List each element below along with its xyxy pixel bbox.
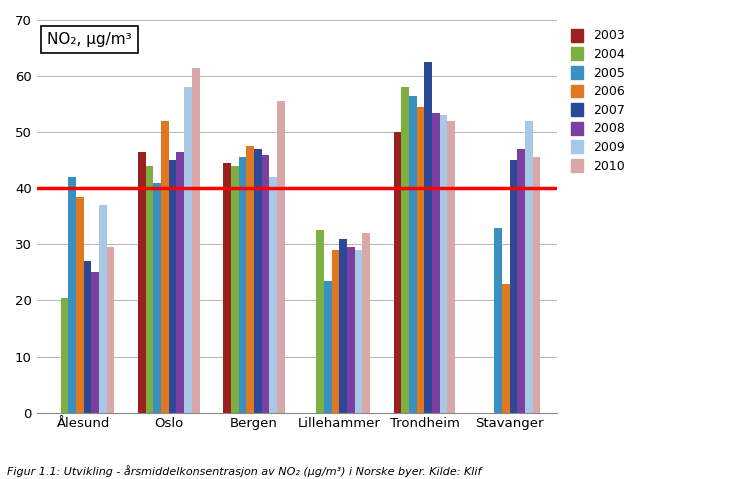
Bar <box>138 152 146 412</box>
Bar <box>106 247 115 412</box>
Bar <box>409 96 417 412</box>
Bar <box>262 155 270 412</box>
Bar <box>99 205 106 412</box>
Bar <box>84 261 92 412</box>
Bar <box>417 107 424 412</box>
Bar <box>316 230 324 412</box>
Bar <box>184 87 192 412</box>
Bar <box>68 177 76 412</box>
Bar <box>92 273 99 412</box>
Bar <box>192 68 200 412</box>
Bar <box>494 228 502 412</box>
Bar <box>239 158 246 412</box>
Bar <box>448 121 455 412</box>
Bar <box>277 102 285 412</box>
Text: Figur 1.1: Utvikling - årsmiddelkonsentrasjon av NO₂ (μg/m³) i Norske byer. Kild: Figur 1.1: Utvikling - årsmiddelkonsentr… <box>7 465 482 477</box>
Bar <box>347 247 355 412</box>
Bar <box>440 115 448 412</box>
Bar <box>254 149 262 412</box>
Bar <box>525 121 533 412</box>
Bar <box>517 149 525 412</box>
Bar <box>394 132 401 412</box>
Bar <box>61 297 68 412</box>
Text: NO₂, μg/m³: NO₂, μg/m³ <box>47 32 132 47</box>
Bar <box>401 87 409 412</box>
Bar <box>177 152 184 412</box>
Bar <box>231 166 239 412</box>
Bar <box>161 121 168 412</box>
Bar <box>76 197 84 412</box>
Bar <box>332 250 339 412</box>
Bar <box>223 163 231 412</box>
Bar <box>246 146 254 412</box>
Bar <box>533 158 540 412</box>
Legend: 2003, 2004, 2005, 2006, 2007, 2008, 2009, 2010: 2003, 2004, 2005, 2006, 2007, 2008, 2009… <box>568 26 627 175</box>
Bar <box>168 160 177 412</box>
Bar <box>510 160 517 412</box>
Bar <box>355 250 362 412</box>
Bar <box>154 182 161 412</box>
Bar <box>146 166 154 412</box>
Bar <box>424 62 432 412</box>
Bar <box>362 233 370 412</box>
Bar <box>502 284 510 412</box>
Bar <box>270 177 277 412</box>
Bar <box>324 281 332 412</box>
Bar <box>432 113 440 412</box>
Bar <box>339 239 347 412</box>
